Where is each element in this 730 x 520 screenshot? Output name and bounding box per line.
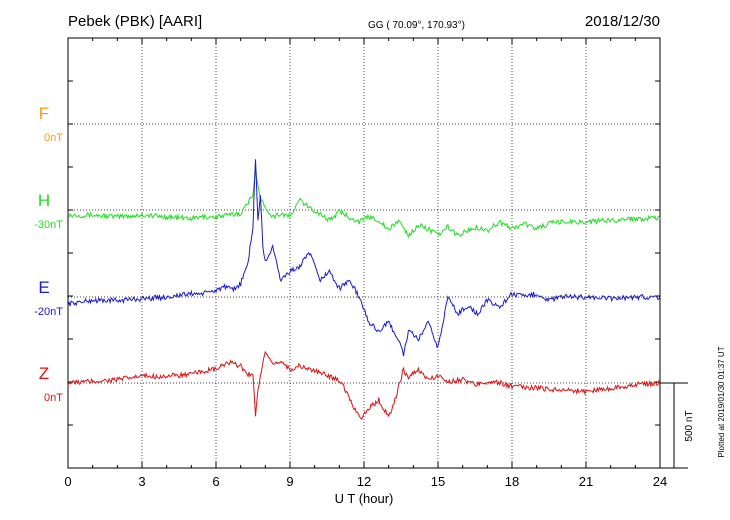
x-tick-label: 24 (653, 474, 667, 489)
coordinates-label: GG ( 70.09°, 170.93°) (368, 20, 465, 31)
x-axis-ticks: 0 3 6 9 12 15 18 21 24 (64, 38, 667, 489)
x-tick-label: 0 (64, 474, 71, 489)
x-tick-label: 6 (212, 474, 219, 489)
station-title: Pebek (PBK) [AARI] (68, 13, 202, 30)
baseline-label-e: -20nT (34, 306, 63, 318)
baseline-label-h: -30nT (34, 219, 63, 231)
scale-bar: 500 nT (660, 382, 695, 469)
baseline-label-f: 0nT (44, 132, 63, 144)
scale-bar-label: 500 nT (684, 410, 695, 441)
component-label-h: H (38, 191, 50, 210)
x-tick-label: 12 (357, 474, 371, 489)
plot-frame (67, 37, 661, 469)
x-tick-label: 3 (138, 474, 145, 489)
x-tick-label: 9 (286, 474, 293, 489)
date-label: 2018/12/30 (585, 13, 660, 30)
component-label-e: E (38, 278, 49, 297)
x-axis-label: U T (hour) (335, 491, 394, 506)
grid (141, 38, 587, 468)
x-tick-label: 15 (431, 474, 445, 489)
baseline-label-z: 0nT (44, 392, 63, 404)
series-line-e (67, 159, 661, 357)
series-group (67, 159, 661, 420)
series-line-h (67, 166, 661, 239)
component-label-z: Z (39, 364, 49, 383)
series-line-z (67, 350, 661, 420)
component-labels: F 0nT H -30nT E -20nT Z 0nT (34, 104, 63, 404)
component-label-f: F (39, 104, 49, 123)
x-tick-label: 21 (579, 474, 593, 489)
plotted-timestamp: Plotted at 2019/01/30 01:37 UT (717, 346, 726, 457)
x-tick-label: 18 (505, 474, 519, 489)
